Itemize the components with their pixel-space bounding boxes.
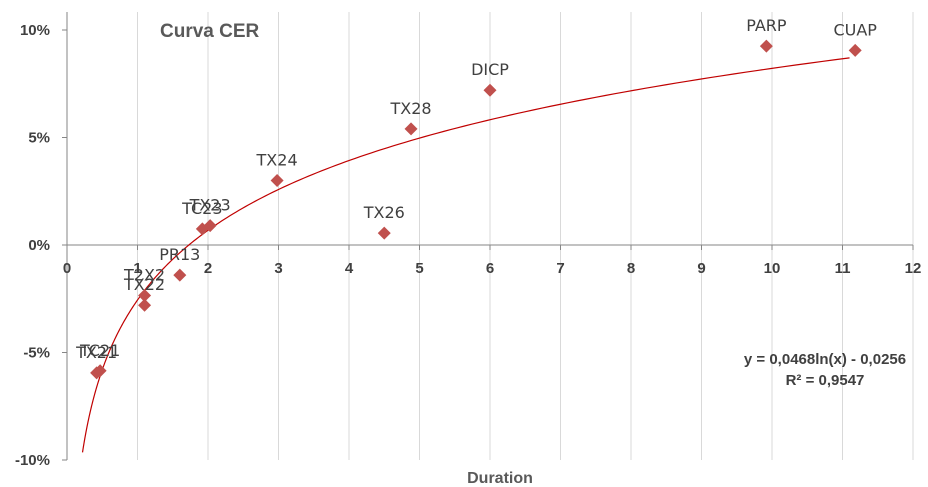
point-label-tx24: TX24 xyxy=(256,151,298,170)
x-tick-label: 9 xyxy=(697,260,705,277)
point-label-tx22: TX22 xyxy=(123,275,165,294)
x-tick-label: 1 xyxy=(133,260,141,277)
y-tick-label: -10% xyxy=(15,452,50,469)
data-points xyxy=(90,39,862,380)
data-point-parp xyxy=(759,39,773,53)
point-label-parp: PARP xyxy=(746,16,787,35)
data-point-t2x2 xyxy=(138,289,152,303)
x-tick-label: 10 xyxy=(764,260,781,277)
x-tick-label: 12 xyxy=(905,260,922,277)
point-label-tx28: TX28 xyxy=(389,99,431,118)
point-label-tx26: TX26 xyxy=(363,203,405,222)
data-point-tx28 xyxy=(404,122,418,136)
x-axis-label: Duration xyxy=(467,470,533,487)
x-tick-label: 0 xyxy=(63,260,71,277)
point-label-tx21: TX21 xyxy=(75,343,117,362)
vertical-gridlines xyxy=(137,12,914,460)
y-tick-label: 5% xyxy=(28,130,50,147)
trendline-equation: y = 0,0468ln(x) - 0,0256 xyxy=(744,351,906,368)
data-point-tx24 xyxy=(270,174,284,187)
axes xyxy=(62,12,914,461)
data-point-cuap xyxy=(848,43,862,57)
data-point-tx23 xyxy=(203,219,217,233)
point-label-dicp: DICP xyxy=(471,60,509,79)
x-tick-label: 8 xyxy=(627,260,635,277)
x-tick-label: 6 xyxy=(486,260,494,277)
y-tick-label: -5% xyxy=(23,345,50,362)
trendline-r-squared: R² = 0,9547 xyxy=(786,372,865,389)
point-label-tc21: TC21 xyxy=(79,341,120,360)
point-label-tc23: TC23 xyxy=(181,199,222,218)
x-tick-label: 11 xyxy=(835,260,851,277)
data-point-tx26 xyxy=(377,226,391,240)
point-label-t2x2: T2X2 xyxy=(123,266,165,285)
data-point-tc21 xyxy=(93,364,107,378)
point-label-tx23: TX23 xyxy=(189,196,231,215)
x-tick-label: 7 xyxy=(556,260,564,277)
y-tick-label: 10% xyxy=(20,22,50,39)
x-tick-label: 5 xyxy=(415,260,423,277)
data-point-tx22 xyxy=(138,298,152,312)
point-label-cuap: CUAP xyxy=(833,20,877,39)
chart-title: Curva CER xyxy=(160,21,260,42)
x-tick-label: 3 xyxy=(274,260,282,277)
y-tick-label: 0% xyxy=(28,237,50,254)
x-tick-labels: 0 1 2 3 4 5 6 7 8 9 10 11 12 xyxy=(63,260,922,277)
x-tick-label: 4 xyxy=(345,260,354,277)
x-tick-label: 2 xyxy=(204,260,212,277)
point-label-pr13: PR13 xyxy=(159,245,200,264)
data-point-dicp xyxy=(483,83,497,97)
trendline xyxy=(81,57,850,453)
data-point-pr13 xyxy=(173,268,187,282)
y-tick-labels: 10% 5% 0% -5% -10% xyxy=(15,22,50,469)
